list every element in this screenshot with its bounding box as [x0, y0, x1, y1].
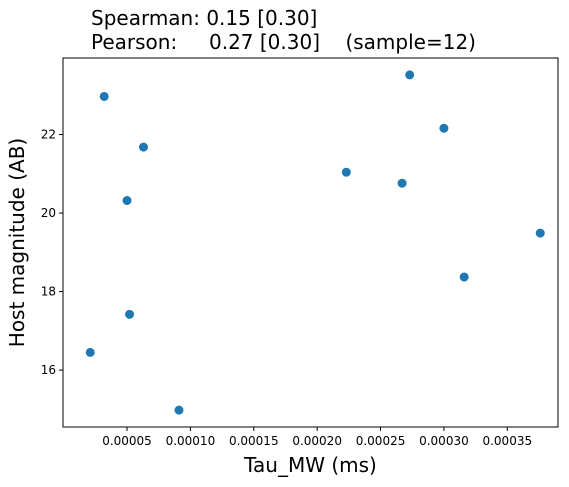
x-tick-label-5: 0.00030 — [419, 434, 469, 448]
y-axis-label: Host magnitude (AB) — [5, 138, 29, 347]
x-axis-ticks: 0.00005 0.00010 0.00015 0.00020 0.00025 0.000… — [102, 427, 532, 448]
plot-area-frame — [62, 57, 559, 428]
chart-title-line-1: Spearman: 0.15 [0.30] — [91, 6, 317, 30]
y-tick-label-1: 18 — [41, 285, 56, 299]
x-tick-label-1: 0.00010 — [166, 434, 216, 448]
data-point-5 — [174, 405, 184, 415]
x-axis-label: Tau_MW (ms) — [243, 453, 377, 477]
data-point-7 — [397, 178, 407, 188]
points-layer — [85, 70, 545, 415]
x-tick-label-3: 0.00020 — [292, 434, 342, 448]
y-tick-label-0: 16 — [41, 363, 56, 377]
x-tick-label-2: 0.00015 — [229, 434, 279, 448]
y-axis-ticks: 16 18 20 22 — [41, 128, 63, 377]
data-point-3 — [125, 309, 135, 319]
data-point-2 — [122, 195, 132, 205]
x-tick-label-4: 0.00025 — [356, 434, 406, 448]
data-point-11 — [535, 228, 545, 238]
data-point-1 — [138, 142, 148, 152]
chart-title-line-2: Pearson: 0.27 [0.30] (sample=12) — [91, 30, 476, 54]
data-point-4 — [85, 347, 95, 357]
x-tick-label-0: 0.00005 — [102, 434, 152, 448]
data-point-6 — [341, 167, 351, 177]
data-point-9 — [439, 123, 449, 133]
data-point-0 — [99, 91, 109, 101]
data-point-8 — [405, 70, 415, 80]
data-point-10 — [459, 272, 469, 282]
y-tick-label-2: 20 — [41, 206, 56, 220]
x-tick-label-6: 0.00035 — [482, 434, 532, 448]
y-tick-label-3: 22 — [41, 128, 56, 142]
